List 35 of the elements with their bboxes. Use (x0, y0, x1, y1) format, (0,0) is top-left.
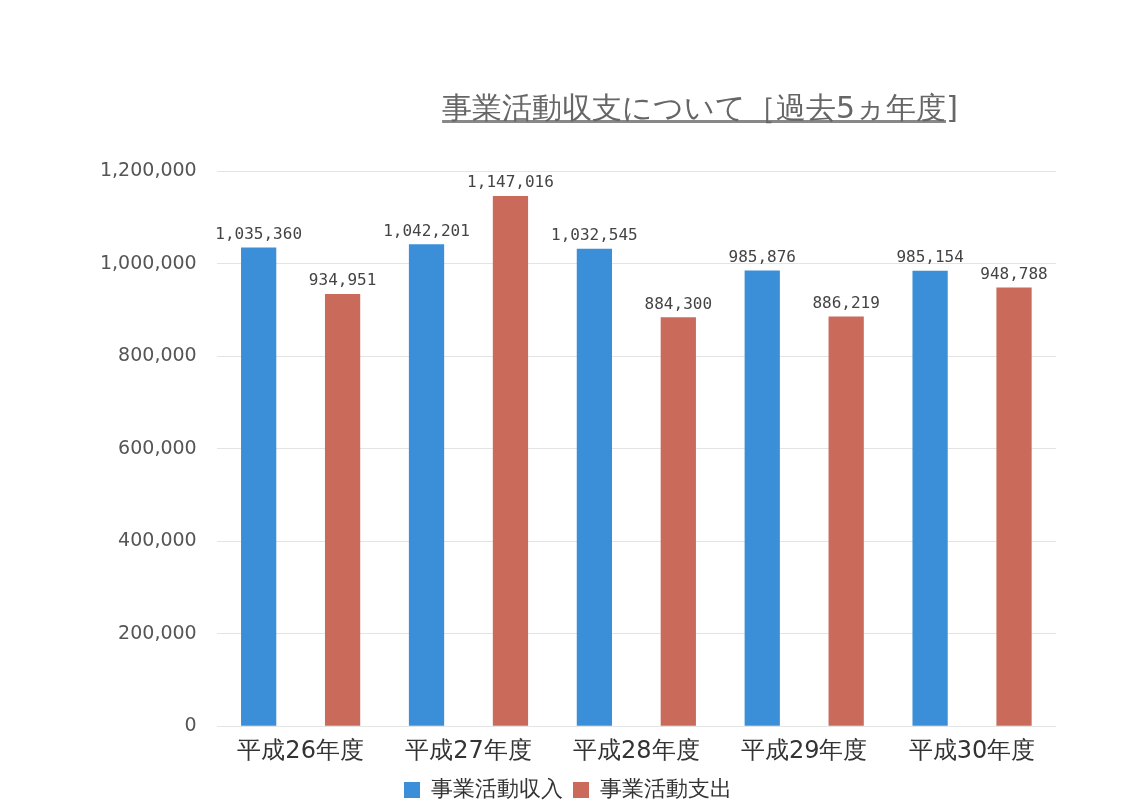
bar (996, 287, 1032, 726)
chart-title: 事業活動収支について［過去5ヵ年度] (441, 89, 959, 127)
y-tick-label: 200,000 (118, 620, 197, 643)
data-label: 1,042,201 (383, 220, 470, 240)
bar (828, 316, 864, 726)
x-tick-label: 平成26年度 (237, 735, 364, 764)
bar (576, 248, 613, 726)
x-tick-label: 平成29年度 (740, 735, 868, 764)
data-label: 934,951 (308, 270, 377, 290)
y-tick-label: 400,000 (118, 528, 197, 551)
y-tick-label: 1,000,000 (99, 250, 197, 273)
legend-label: 事業活動収入 (431, 775, 563, 801)
data-label: 1,032,545 (551, 224, 638, 244)
data-label: 985,154 (896, 246, 964, 266)
bar (660, 317, 696, 726)
bar (492, 195, 529, 726)
y-tick-label: 1,200,000 (99, 158, 197, 181)
data-label: 985,876 (728, 246, 796, 266)
bar (408, 244, 445, 726)
legend-label: 事業活動支出 (600, 775, 732, 801)
y-tick-label: 800,000 (118, 343, 197, 366)
x-tick-label: 平成30年度 (908, 735, 1036, 764)
bar (241, 247, 277, 726)
bar (912, 270, 948, 726)
data-label: 948,788 (980, 263, 1048, 283)
bar (324, 293, 361, 726)
y-tick-label: 0 (184, 713, 197, 736)
data-label: 884,300 (644, 293, 713, 313)
x-tick-label: 平成27年度 (405, 735, 532, 764)
y-tick-label: 600,000 (118, 435, 197, 458)
x-tick-label: 平成28年度 (573, 735, 700, 764)
bar (744, 270, 780, 726)
data-label: 1,147,016 (467, 172, 554, 192)
data-label: 886,219 (812, 292, 880, 312)
data-label: 1,035,360 (215, 223, 303, 243)
